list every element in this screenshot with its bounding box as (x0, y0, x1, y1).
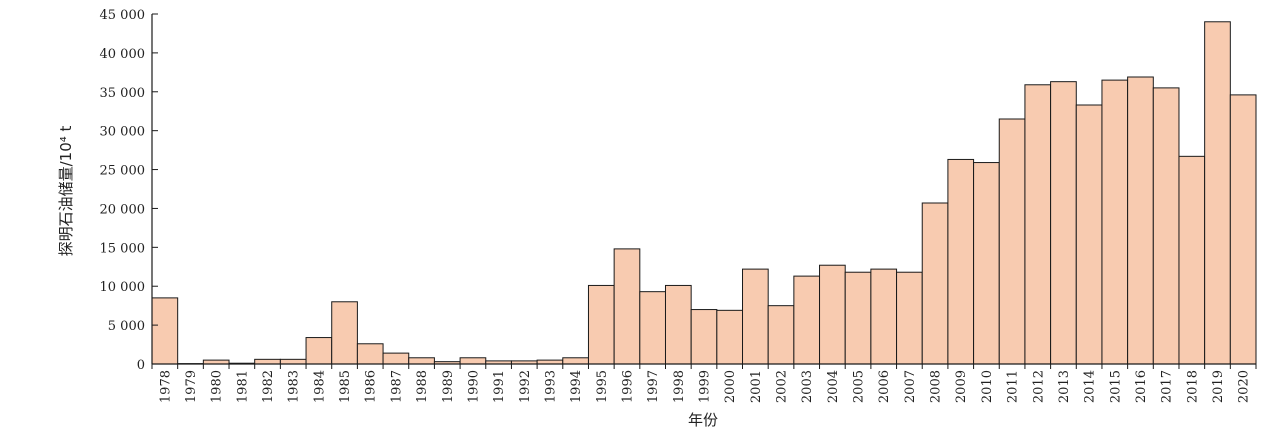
x-tick-label: 1990 (466, 370, 481, 403)
x-tick-label: 1981 (235, 370, 250, 403)
x-tick-label: 1979 (184, 370, 199, 403)
x-tick-label: 1989 (441, 370, 456, 403)
y-axis: 0 5 000 10 000 15 000 20 000 25 000 30 000 35 0… (100, 8, 158, 373)
x-tick-label: 1997 (646, 370, 661, 403)
x-tick-label: 2011 (1006, 370, 1021, 403)
x-tick-label: 1998 (672, 370, 687, 403)
x-tick-label: 1986 (364, 370, 379, 403)
bar-2001 (742, 268, 769, 365)
bar-1983 (279, 358, 307, 365)
x-tick-label: 2017 (1160, 370, 1175, 403)
x-tick-label: 1983 (287, 370, 302, 403)
x-tick-label: 2002 (775, 370, 790, 403)
x-tick-label: 1999 (698, 370, 713, 403)
x-tick-label: 2004 (826, 370, 841, 403)
bar-1984 (305, 337, 333, 365)
bar-2003 (793, 275, 821, 365)
y-tick-label: 0 (137, 358, 145, 373)
bar-2009 (947, 158, 975, 365)
bar-2013 (1050, 81, 1077, 365)
x-tick-label: 2009 (954, 370, 969, 403)
x-tick-label: 2018 (1185, 370, 1200, 403)
bar-1990 (459, 357, 487, 365)
bar-1999 (690, 309, 718, 365)
plot-area (151, 21, 1257, 365)
bar-2016 (1127, 76, 1154, 365)
bar-2012 (1024, 84, 1052, 365)
bar-1978 (151, 297, 179, 365)
y-tick-label: 5 000 (108, 319, 145, 334)
x-tick-label: 1988 (415, 370, 430, 403)
x-tick-label: 2019 (1211, 370, 1226, 403)
bar-1995 (587, 284, 615, 365)
bar-1987 (382, 352, 410, 365)
bar-2020 (1229, 94, 1257, 365)
x-tick-label: 2008 (929, 370, 944, 403)
bar-2008 (921, 202, 949, 365)
bar-2014 (1075, 104, 1103, 365)
x-tick-label: 1985 (338, 370, 353, 403)
x-tick-label: 1993 (543, 370, 558, 403)
x-tick-label: 2006 (877, 370, 892, 403)
y-tick-label: 25 000 (100, 164, 146, 179)
bar-2005 (844, 271, 872, 365)
y-tick-label: 40 000 (100, 47, 146, 62)
x-tick-label: 2016 (1134, 370, 1149, 403)
y-tick-label: 45 000 (100, 8, 146, 23)
x-tick-label: 2010 (980, 370, 995, 403)
bar-1997 (639, 291, 666, 365)
bar-2018 (1178, 155, 1206, 365)
bar-1985 (331, 301, 358, 365)
bar-2007 (896, 271, 923, 365)
bar-2002 (767, 305, 795, 365)
x-tick-label: 2012 (1031, 370, 1046, 403)
x-axis-title: 年份 (688, 411, 718, 429)
bar-1982 (254, 358, 281, 365)
x-tick-label: 1991 (492, 370, 507, 403)
bar-2006 (870, 268, 898, 365)
x-tick-label: 1984 (312, 370, 327, 403)
x-tick-label: 2001 (749, 370, 764, 403)
bar-1988 (408, 357, 435, 365)
x-tick-label: 2015 (1108, 370, 1123, 403)
y-tick-label: 20 000 (100, 202, 146, 217)
x-tick-label: 2005 (852, 370, 867, 403)
x-axis: 1978 1979 1980 1981 1982 1983 1984 1985 1986 1987… (151, 363, 1257, 403)
bar-1994 (562, 357, 589, 365)
y-tick-label: 30 000 (100, 125, 146, 140)
bar-2010 (973, 162, 1000, 365)
x-tick-label: 1978 (158, 370, 173, 403)
x-tick-label: 1995 (595, 370, 610, 403)
x-tick-label: 2003 (800, 370, 815, 403)
x-tick-label: 2000 (723, 370, 738, 403)
bar-2004 (819, 264, 846, 365)
x-tick-label: 1982 (261, 370, 276, 403)
x-tick-label: 2014 (1083, 370, 1098, 403)
x-tick-label: 1987 (389, 370, 404, 403)
y-axis-title: 探明石油储量/10⁴ t (57, 125, 75, 256)
bar-1996 (613, 248, 641, 365)
y-tick-label: 35 000 (100, 86, 146, 101)
x-tick-label: 1994 (569, 370, 584, 403)
x-tick-label: 1992 (518, 370, 533, 403)
x-tick-label: 1996 (620, 370, 635, 403)
bar-1998 (664, 284, 692, 365)
x-tick-label: 2020 (1237, 370, 1252, 403)
x-tick-label: 1980 (210, 370, 225, 403)
bar-2019 (1204, 21, 1231, 365)
x-tick-label: 2013 (1057, 370, 1072, 403)
bar-2000 (716, 309, 744, 365)
bar-1986 (356, 343, 384, 365)
x-tick-label: 2007 (903, 370, 918, 403)
bar-2011 (998, 118, 1026, 365)
y-tick-label: 10 000 (100, 280, 146, 295)
bar-2017 (1152, 87, 1180, 365)
y-tick-label: 15 000 (100, 241, 146, 256)
bar-2015 (1101, 79, 1129, 365)
